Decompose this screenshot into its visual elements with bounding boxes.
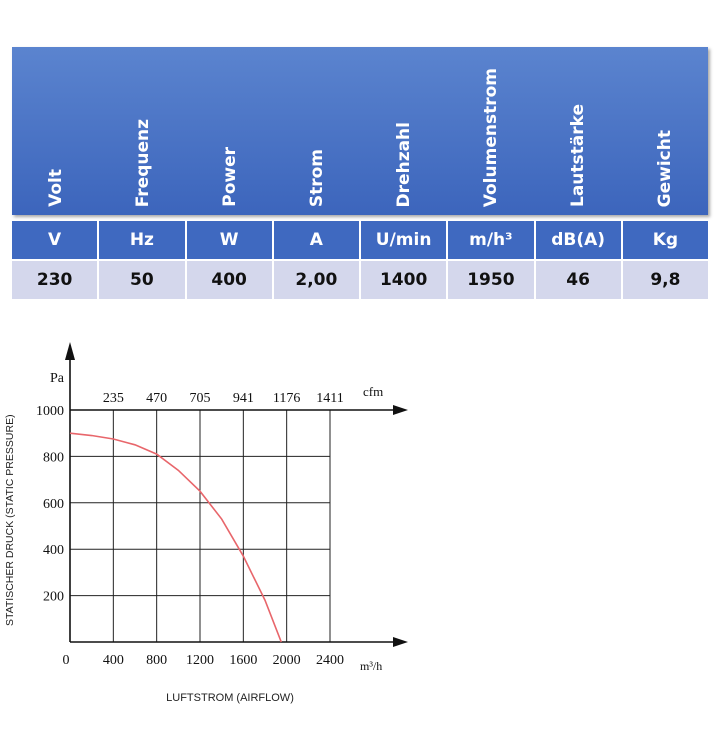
x-tick-label: 1600 — [229, 653, 257, 668]
value-cell: 50 — [99, 261, 187, 299]
cfm-unit-label: cfm — [363, 384, 383, 399]
x-axis-arrow — [393, 637, 408, 647]
unit-cell: Kg — [652, 230, 679, 250]
x-tick-label: 1200 — [186, 653, 214, 668]
value-cell: 1400 — [361, 261, 449, 299]
x-unit-label: m³/h — [360, 659, 382, 673]
x-axis-title: LUFTSTROM (AIRFLOW) — [166, 692, 294, 704]
value-cell: 1950 — [448, 261, 536, 299]
header-cell: Volt — [12, 47, 99, 215]
table-header: Volt Frequenz Power Strom Drehzahl Volumenstr… — [12, 47, 708, 215]
y-tick-label: 400 — [43, 543, 64, 558]
y-unit-label: Pa — [50, 371, 65, 386]
header-cell: Power — [186, 47, 273, 215]
y-tick-label: 800 — [43, 450, 64, 465]
x-tick-label: 400 — [103, 653, 124, 668]
cfm-tick-label: 941 — [233, 391, 254, 406]
y-tick-label: 200 — [43, 590, 64, 605]
spec-table: Volt Frequenz Power Strom Drehzahl Volumenstr… — [12, 47, 708, 299]
y-axis-title: STATISCHER DRUCK (STATIC PRESSURE) — [4, 414, 16, 626]
header-cell: Drehzahl — [360, 47, 447, 215]
value-cell: 400 — [187, 261, 274, 299]
header-label: Gewicht — [654, 129, 675, 207]
cfm-tick-label: 705 — [190, 391, 211, 406]
cfm-tick-label: 235 — [103, 391, 124, 406]
value-row: 230 50 400 2,00 1400 1950 46 9,8 — [12, 259, 708, 299]
fan-curve-chart: 400 800 1200 1600 2000 2400 0 200 400 600 800 1000 2… — [36, 342, 408, 673]
x-tick-label: 800 — [146, 653, 167, 668]
header-cell: Strom — [273, 47, 360, 215]
unit-cell: A — [274, 221, 361, 259]
unit-row: V Hz W A U/min m/h³ dB(A) Kg — [12, 221, 708, 259]
y-axis-arrow — [65, 342, 75, 360]
header-label: Frequenz — [132, 118, 153, 207]
header-cell: Frequenz — [99, 47, 186, 215]
unit-cell: m/h³ — [448, 221, 536, 259]
cfm-axis-arrow — [393, 405, 408, 415]
value-cell: 2,00 — [274, 261, 361, 299]
y-tick-label: 1000 — [36, 404, 64, 419]
header-label: Strom — [306, 148, 327, 207]
header-label: Volumenstrom — [480, 67, 501, 207]
header-cell: Lautstärke — [534, 47, 621, 215]
unit-cell: W — [187, 221, 274, 259]
header-label: Lautstärke — [567, 103, 588, 207]
x-tick-label: 2000 — [273, 653, 301, 668]
header-cell: Volumenstrom — [447, 47, 534, 215]
header-label: Power — [219, 147, 240, 207]
header-label: Volt — [45, 169, 66, 207]
value-cell: 46 — [536, 261, 623, 299]
unit-cell: dB(A) — [536, 221, 623, 259]
unit-cell: U/min — [361, 221, 449, 259]
cfm-tick-label: 1176 — [273, 391, 300, 406]
y-tick-label: 600 — [43, 497, 64, 512]
x-tick-label: 2400 — [316, 653, 344, 668]
unit-cell: Hz — [99, 221, 187, 259]
value-cell: 230 — [12, 261, 100, 299]
fan-curve-line — [69, 432, 282, 643]
cfm-tick-label: 1411 — [316, 391, 343, 406]
value-cell: 9,8 — [650, 270, 681, 290]
header-label: Drehzahl — [393, 121, 414, 207]
cfm-tick-label: 470 — [146, 391, 167, 406]
header-cell: Gewicht — [621, 47, 708, 215]
origin-label: 0 — [63, 653, 70, 668]
unit-cell: V — [12, 221, 100, 259]
